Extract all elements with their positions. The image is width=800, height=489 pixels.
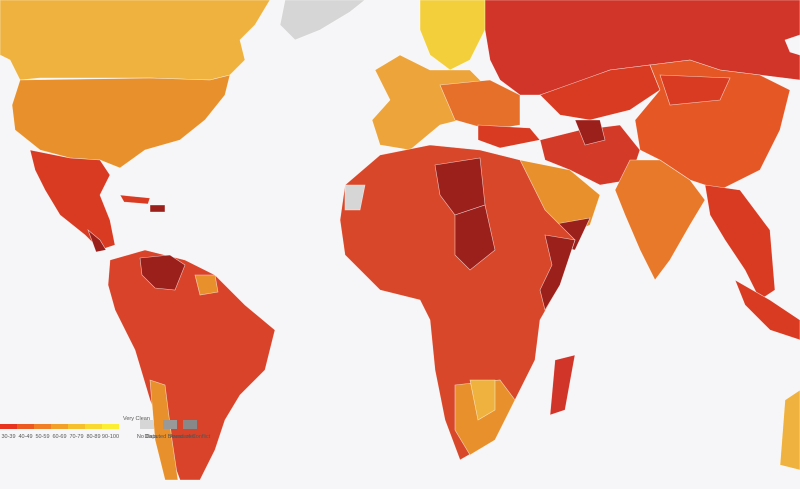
somalia (539, 234, 576, 311)
legend-end-label: Very Clean (123, 416, 150, 422)
legend-label: 40-49 (18, 434, 32, 440)
legend-swatch (0, 424, 17, 429)
canada (0, 0, 271, 81)
kazakhstan (539, 64, 661, 121)
no-data-label: No Data (137, 434, 158, 440)
legend-label: 70-79 (69, 434, 83, 440)
legend: 30-39 40-49 50-59 60-69 70-79 80-89 90-100 Very… (0, 416, 211, 440)
legend-label: 30-39 (1, 434, 15, 440)
legend-label: 50-59 (35, 434, 49, 440)
disputed-label: Disputed Boundaries (144, 434, 195, 440)
western-sahara (344, 184, 366, 211)
cuba (119, 194, 151, 205)
legend-swatch (34, 424, 51, 429)
mexico (29, 149, 116, 251)
legend-swatch (17, 424, 34, 429)
turkmenistan (574, 119, 606, 146)
south-america (107, 249, 276, 481)
chile (149, 379, 179, 481)
eastern-europe (439, 79, 521, 131)
nicaragua (87, 229, 107, 253)
indonesia (734, 279, 800, 341)
conflict-swatch (183, 420, 197, 429)
india (614, 159, 706, 281)
haiti (149, 204, 166, 213)
legend-swatch (85, 424, 102, 429)
no-data-swatch (140, 420, 154, 429)
greenland (279, 0, 366, 41)
legend-swatch (102, 424, 119, 429)
turkey (477, 124, 541, 149)
conflict-label: Areas of Conflict (170, 434, 211, 440)
south-africa (454, 379, 516, 456)
venezuela (139, 254, 186, 291)
sudan (454, 204, 496, 271)
japan-gap (784, 34, 800, 56)
legend-label: 90-100 (102, 434, 119, 440)
legend-swatch (68, 424, 85, 429)
madagascar (549, 354, 576, 416)
legend-swatch (51, 424, 68, 429)
legend-label: 60-69 (52, 434, 66, 440)
botswana (469, 379, 496, 421)
disputed-swatch (163, 420, 177, 429)
usa (11, 74, 231, 169)
legend-label: 80-89 (86, 434, 100, 440)
guyana (194, 274, 219, 296)
mongolia (659, 74, 731, 106)
australia (779, 389, 800, 471)
